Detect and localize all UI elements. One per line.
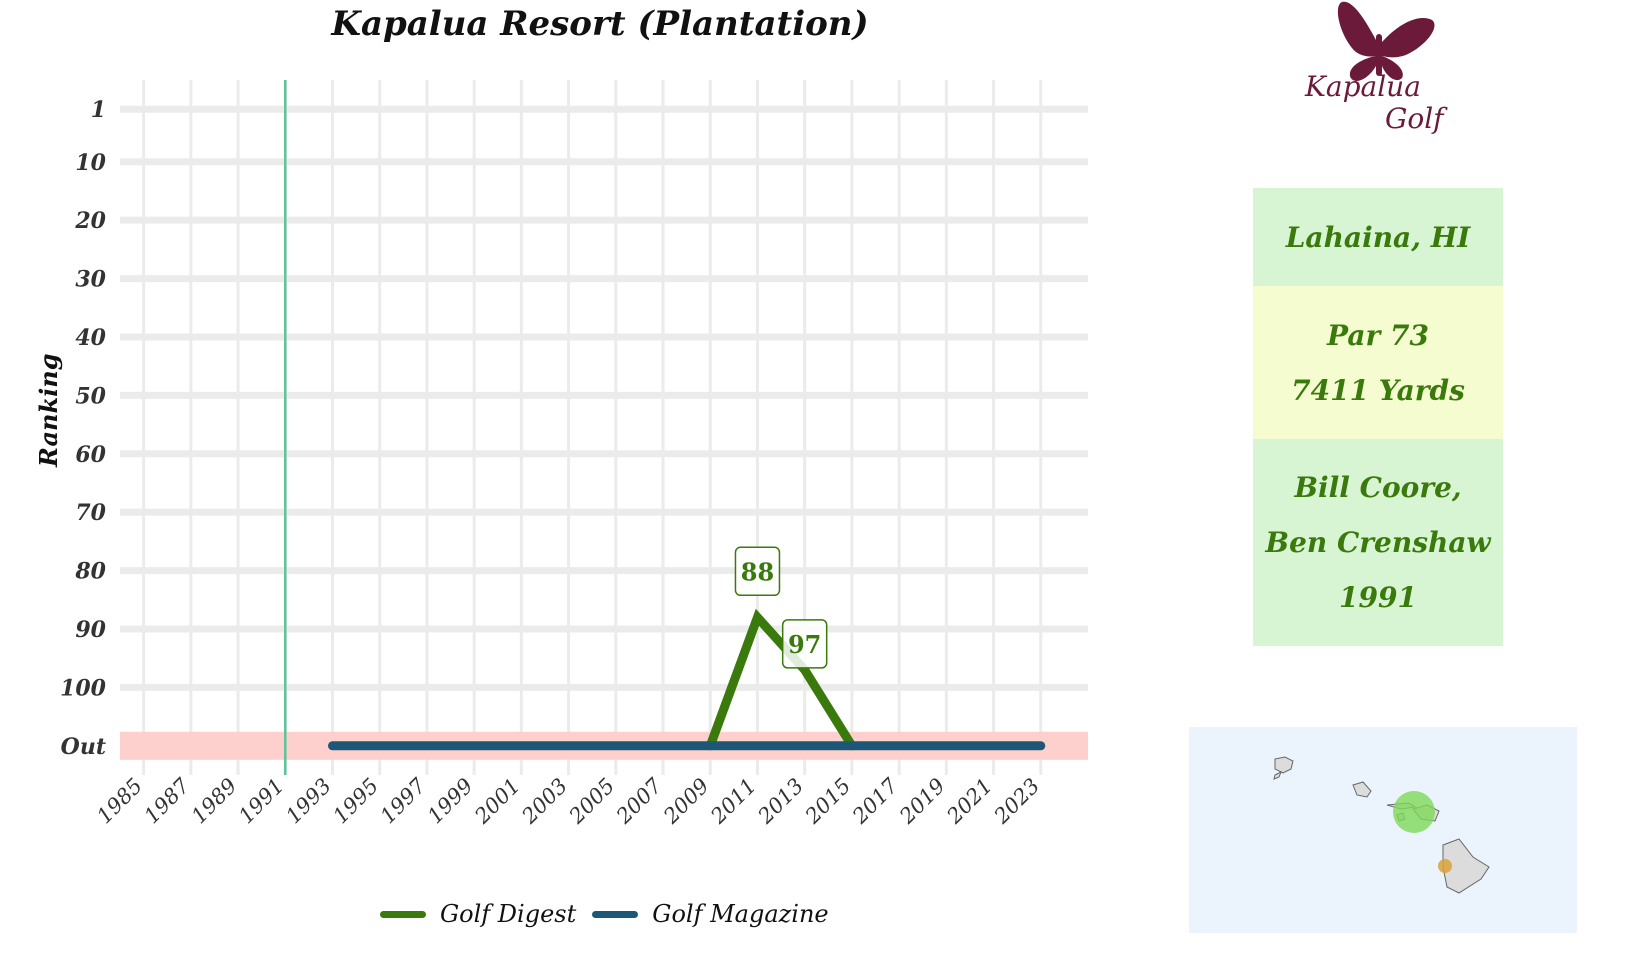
- data-label-text-88: 88: [741, 557, 774, 586]
- kauai-island: [1274, 756, 1294, 774]
- x-tick-label-2005: 2005: [564, 774, 619, 829]
- x-tick-label-1993: 1993: [281, 774, 336, 829]
- butterfly-logo-icon: [1337, 1, 1435, 81]
- y-tick-label-70: 70: [75, 500, 106, 526]
- x-tick-label-2009: 2009: [658, 774, 713, 829]
- architect-line1: Bill Coore,: [1294, 471, 1462, 504]
- data-label-97: 97: [781, 619, 828, 669]
- y-tick-label-80: 80: [74, 559, 106, 585]
- x-tick-label-1985: 1985: [92, 774, 147, 829]
- legend-item-golf-digest: Golf Digest: [380, 900, 576, 928]
- opening-year: 1991: [1339, 581, 1417, 614]
- data-label-box-97: [781, 619, 828, 669]
- architect-box: Bill Coore, Ben Crenshaw 1991: [1253, 439, 1503, 646]
- y-tick-label-30: 30: [75, 267, 106, 293]
- x-tick-label-2003: 2003: [517, 774, 572, 829]
- x-tick-label-2017: 2017: [847, 773, 903, 829]
- niihau-island: [1273, 770, 1282, 780]
- legend-swatch-golf-digest: [380, 910, 426, 918]
- x-tick-label-2015: 2015: [800, 774, 855, 829]
- yards-text: 7411 Yards: [1291, 373, 1465, 407]
- architect-line2: Ben Crenshaw: [1265, 526, 1491, 559]
- hawaii-islands-icon: [1273, 756, 1490, 894]
- oahu-island: [1352, 781, 1372, 798]
- x-tick-label-2001: 2001: [469, 774, 524, 829]
- y-tick-label-60: 60: [75, 442, 106, 468]
- x-tick-label-1999: 1999: [423, 774, 478, 829]
- logo-text-golf: Golf: [1385, 102, 1444, 135]
- data-label-box-88: [734, 546, 781, 597]
- x-tick-label-2019: 2019: [894, 774, 949, 829]
- y-tick-label-40: 40: [75, 325, 106, 351]
- big-island: [1442, 838, 1490, 894]
- y-tick-label-1: 1: [91, 97, 106, 123]
- y-tick-label-Out: Out: [61, 734, 106, 760]
- y-tick-label-20: 20: [74, 208, 106, 234]
- course-stats-box: Par 73 7411 Yards: [1253, 286, 1503, 439]
- hawaii-map: [1189, 727, 1577, 933]
- legend-swatch-golf-magazine: [592, 910, 639, 918]
- x-tick-label-2013: 2013: [753, 774, 808, 829]
- x-tick-label-2011: 2011: [706, 774, 761, 829]
- legend-label-golf-magazine: Golf Magazine: [652, 900, 829, 928]
- x-tick-label-1991: 1991: [234, 774, 289, 829]
- series-line-golf-digest: [705, 608, 857, 751]
- y-tick-label-10: 10: [75, 150, 106, 176]
- par-text: Par 73: [1327, 318, 1429, 352]
- logo-text-kapalua: Kapalua: [1305, 70, 1421, 103]
- location-box: Lahaina, HI: [1253, 188, 1503, 286]
- y-tick-label-90: 90: [75, 617, 106, 643]
- secondary-marker: [1438, 859, 1452, 873]
- x-tick-label-2007: 2007: [611, 773, 667, 829]
- data-label-text-97: 97: [788, 630, 821, 659]
- location-text: Lahaina, HI: [1285, 220, 1471, 254]
- legend-label-golf-digest: Golf Digest: [440, 900, 577, 928]
- y-tick-label-100: 100: [60, 675, 107, 701]
- x-tick-label-1989: 1989: [187, 774, 242, 829]
- location-highlight-marker: [1393, 791, 1435, 833]
- data-label-88: 88: [734, 546, 781, 597]
- x-tick-label-2021: 2021: [942, 774, 997, 829]
- legend-item-golf-magazine: Golf Magazine: [592, 900, 829, 928]
- x-tick-label-2023: 2023: [989, 774, 1044, 829]
- x-tick-label-1997: 1997: [376, 773, 431, 828]
- x-tick-label-1987: 1987: [140, 773, 195, 828]
- legend: Golf Digest Golf Magazine: [380, 900, 829, 928]
- y-tick-label-50: 50: [75, 383, 106, 409]
- x-tick-label-1995: 1995: [328, 774, 383, 829]
- chart-title: Kapalua Resort (Plantation): [331, 4, 869, 44]
